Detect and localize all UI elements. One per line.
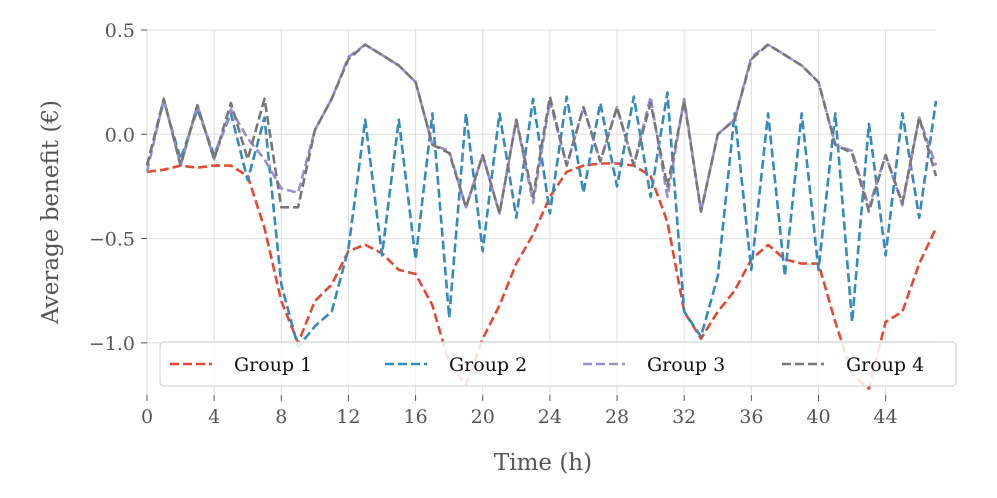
- series-line-group-4: [145, 43, 938, 215]
- legend-label: Group 3: [647, 354, 725, 376]
- y-tick-label: −0.5: [89, 229, 135, 251]
- legend-label: Group 2: [449, 354, 527, 376]
- x-tick-label: 36: [739, 406, 763, 428]
- series-line-group-2: [145, 91, 938, 349]
- x-tick-label: 20: [471, 406, 495, 428]
- x-tick-label: 12: [336, 406, 360, 428]
- series-line-group-1: [146, 162, 938, 391]
- x-tick-label: 16: [404, 406, 428, 428]
- x-tick-label: 8: [275, 406, 287, 428]
- x-tick-label: 4: [208, 406, 220, 428]
- legend-box: [159, 341, 957, 387]
- x-tick-label: 24: [538, 406, 562, 428]
- legend-label: Group 4: [846, 354, 924, 376]
- legend-label: Group 1: [234, 354, 312, 376]
- x-tick-label: 0: [141, 406, 153, 428]
- x-tick-label: 32: [672, 406, 696, 428]
- series-lines: [145, 43, 938, 391]
- y-tick-label: 0.5: [105, 20, 135, 42]
- x-tick-label: 28: [605, 406, 629, 428]
- axes: 0 4 8 12 16 20 24 28 32 36 40 44 0.5 0.0 −0.5 −1.0: [89, 20, 898, 428]
- y-tick-label: −1.0: [89, 333, 135, 355]
- x-tick-label: 44: [874, 406, 898, 428]
- legend[interactable]: Group 1 Group 2 Group 3 Group 4: [159, 341, 957, 387]
- x-axis-label: Time (h): [494, 450, 592, 476]
- y-axis-label: Average benefit (€): [38, 100, 64, 325]
- x-tick-label: 40: [806, 406, 830, 428]
- y-tick-label: 0.0: [105, 124, 135, 146]
